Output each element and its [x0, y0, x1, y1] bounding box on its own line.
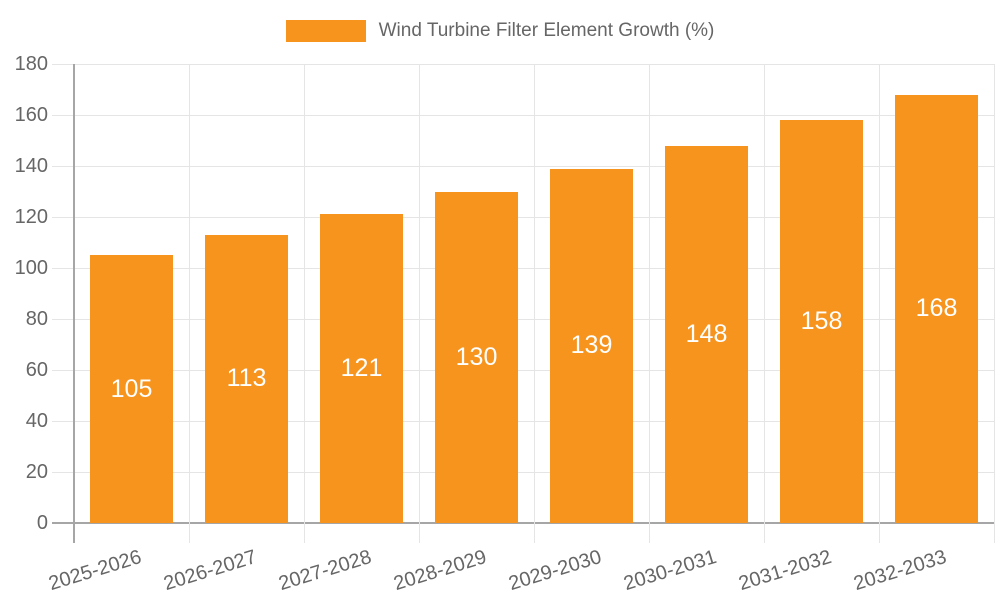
gridline-vertical — [994, 64, 995, 543]
y-axis-tick-label: 100 — [14, 257, 48, 279]
x-axis-tick-label: 2031-2032 — [736, 546, 834, 596]
gridline-horizontal — [52, 319, 994, 320]
gridline-horizontal — [52, 421, 994, 422]
x-axis-tick-label: 2032-2033 — [851, 546, 949, 596]
gridline-vertical — [189, 64, 190, 543]
bar-value-label: 130 — [455, 342, 498, 371]
y-axis-tick-label: 140 — [14, 155, 48, 177]
x-axis-tick-label: 2028-2029 — [391, 546, 489, 596]
gridline-vertical — [649, 64, 650, 543]
gridline-vertical — [419, 64, 420, 543]
legend-item[interactable]: Wind Turbine Filter Element Growth (%) — [0, 20, 1000, 42]
bar[interactable]: 148 — [665, 145, 748, 523]
gridline-horizontal — [52, 64, 994, 65]
y-axis-tick-label: 0 — [36, 512, 48, 534]
y-axis-tick-label: 80 — [25, 308, 48, 330]
gridline-horizontal — [52, 115, 994, 116]
bar-value-label: 121 — [340, 354, 383, 383]
y-axis-tick-label: 60 — [25, 359, 48, 381]
bar[interactable]: 113 — [205, 234, 288, 523]
x-axis-tick-label: 2025-2026 — [46, 546, 144, 596]
y-axis-line — [73, 64, 75, 543]
bar-value-label: 158 — [800, 307, 843, 336]
x-axis-tick-label: 2027-2028 — [276, 546, 374, 596]
gridline-horizontal — [52, 268, 994, 269]
y-axis-tick-label: 120 — [14, 206, 48, 228]
gridline-horizontal — [52, 166, 994, 167]
bar[interactable]: 121 — [320, 214, 403, 523]
bar[interactable]: 105 — [90, 255, 173, 523]
gridline-vertical — [534, 64, 535, 543]
y-axis-tick-label: 20 — [25, 461, 48, 483]
gridline-horizontal — [52, 472, 994, 473]
bar-value-label: 168 — [915, 294, 958, 323]
y-axis-tick-label: 180 — [14, 53, 48, 75]
x-axis-tick-label: 2029-2030 — [506, 546, 604, 596]
bar-value-label: 113 — [226, 364, 267, 393]
bar[interactable]: 130 — [435, 191, 518, 523]
y-axis-tick-label: 160 — [14, 104, 48, 126]
bar-value-label: 148 — [685, 319, 728, 348]
x-axis-tick-label: 2026-2027 — [161, 546, 259, 596]
legend-label: Wind Turbine Filter Element Growth (%) — [378, 20, 715, 41]
gridline-horizontal — [52, 370, 994, 371]
gridline-horizontal — [52, 217, 994, 218]
gridline-vertical — [304, 64, 305, 543]
bar-value-label: 105 — [110, 374, 153, 403]
gridline-vertical — [764, 64, 765, 543]
legend-swatch — [285, 20, 366, 42]
bar-value-label: 139 — [570, 331, 613, 360]
bar[interactable]: 158 — [780, 120, 863, 523]
gridline-vertical — [879, 64, 880, 543]
y-axis-tick-label: 40 — [25, 410, 48, 432]
x-axis-line — [52, 522, 994, 524]
bar[interactable]: 168 — [895, 94, 978, 523]
x-axis-tick-label: 2030-2031 — [621, 546, 719, 596]
bar[interactable]: 139 — [550, 168, 633, 523]
